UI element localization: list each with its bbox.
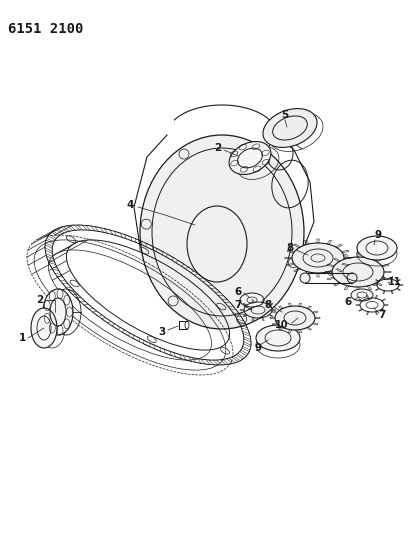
- Ellipse shape: [300, 273, 310, 283]
- Text: 10: 10: [275, 320, 289, 330]
- Ellipse shape: [229, 142, 271, 174]
- Text: 6: 6: [234, 287, 242, 297]
- Ellipse shape: [292, 243, 344, 273]
- Ellipse shape: [357, 236, 397, 260]
- Text: 8: 8: [286, 243, 294, 253]
- Text: 5: 5: [282, 110, 288, 120]
- Ellipse shape: [240, 293, 264, 307]
- Ellipse shape: [31, 308, 57, 348]
- Ellipse shape: [275, 306, 315, 330]
- Text: 3: 3: [158, 327, 166, 337]
- Ellipse shape: [332, 257, 384, 287]
- Text: 2: 2: [36, 295, 44, 305]
- Ellipse shape: [256, 325, 300, 351]
- Text: 4: 4: [126, 200, 134, 210]
- Text: 9: 9: [375, 230, 381, 240]
- Ellipse shape: [43, 289, 73, 335]
- Text: 9: 9: [255, 343, 262, 353]
- Text: 7: 7: [234, 300, 242, 310]
- Ellipse shape: [351, 289, 373, 301]
- Ellipse shape: [263, 109, 317, 148]
- Text: 6: 6: [344, 297, 352, 307]
- Text: 8: 8: [264, 300, 272, 310]
- Text: 1: 1: [18, 333, 26, 343]
- Text: 2: 2: [214, 143, 222, 153]
- Text: 7: 7: [378, 310, 386, 320]
- Text: 6151 2100: 6151 2100: [8, 22, 83, 36]
- Ellipse shape: [140, 135, 304, 329]
- Text: 11: 11: [388, 277, 402, 287]
